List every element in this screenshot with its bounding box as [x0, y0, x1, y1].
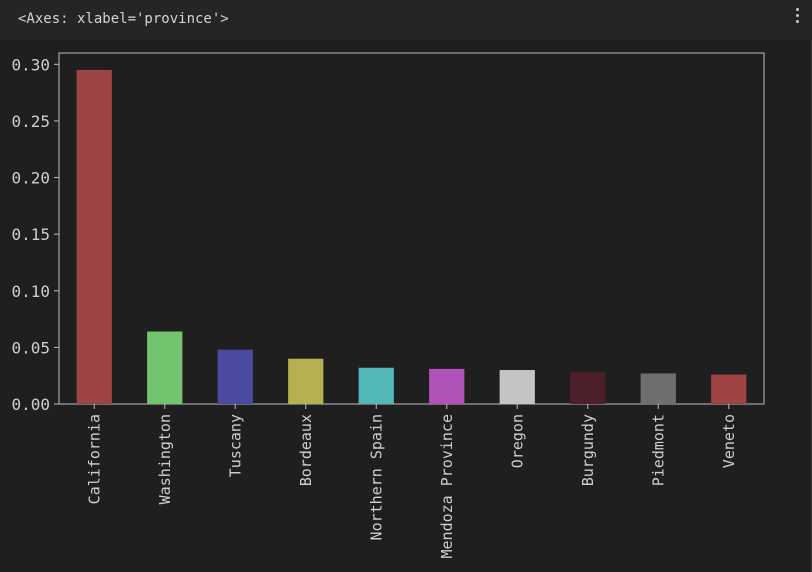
x-tick-label: Bordeaux: [297, 414, 315, 486]
bar-oregon: [499, 370, 535, 404]
y-tick-label: 0.15: [11, 225, 50, 244]
bars: [76, 69, 747, 404]
bar-washington: [147, 331, 183, 404]
y-tick-label: 0.25: [11, 112, 50, 131]
bar-northern-spain: [358, 367, 394, 404]
y-tick-label: 0.05: [11, 338, 50, 357]
bar-tuscany: [217, 349, 253, 404]
y-tick-label: 0.00: [11, 395, 50, 414]
bar-burgundy: [570, 372, 606, 404]
y-tick-label: 0.20: [11, 169, 50, 188]
output-header: <Axes: xlabel='province'>: [0, 0, 812, 40]
bar-bordeaux: [288, 358, 324, 404]
y-axis: 0.00 0.05 0.10 0.15 0.20 0.25 0.30: [11, 55, 59, 414]
bar-mendoza-province: [429, 368, 465, 404]
x-tick-label: Burgundy: [579, 414, 597, 486]
x-tick-label: Veneto: [720, 414, 738, 468]
x-tick-label: Oregon: [508, 414, 526, 468]
y-tick-label: 0.30: [11, 55, 50, 74]
bar-piedmont: [640, 373, 676, 404]
bar-chart: 0.00 0.05 0.10 0.15 0.20 0.25 0.30 California W…: [11, 52, 765, 559]
axes-repr-text: <Axes: xlabel='province'>: [18, 11, 229, 27]
x-tick-label: Mendoza Province: [438, 414, 456, 559]
more-options-icon[interactable]: [793, 8, 801, 26]
y-tick-label: 0.10: [11, 282, 50, 301]
x-axis: California Washington Tuscany Bordeaux North…: [85, 404, 738, 559]
x-tick-label: Piedmont: [649, 414, 667, 486]
x-tick-label: Washington: [156, 414, 174, 504]
x-tick-label: Tuscany: [226, 414, 244, 477]
x-tick-label: Northern Spain: [367, 414, 385, 540]
x-tick-label: California: [85, 414, 103, 504]
bar-veneto: [711, 374, 747, 404]
bar-california: [76, 69, 112, 404]
